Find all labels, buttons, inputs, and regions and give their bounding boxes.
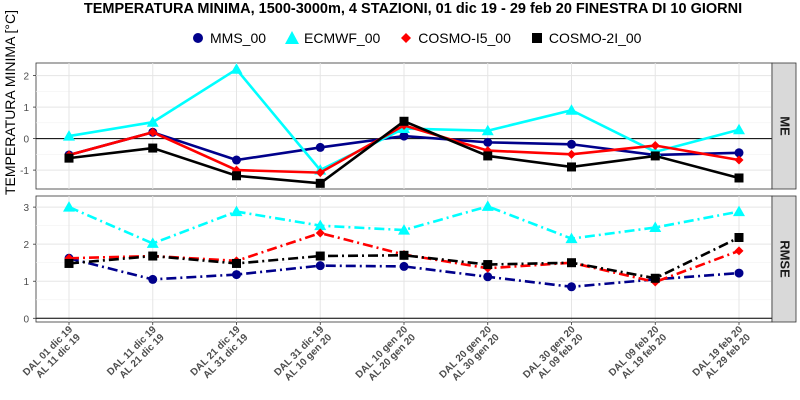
data-point-cosmo-2i_00 xyxy=(315,251,325,261)
data-point-ecmwf_00 xyxy=(314,219,327,231)
legend-label: COSMO-I5_00 xyxy=(418,30,511,46)
x-tick-label: DAL 30 gen 20AL 09 feb 20 xyxy=(521,324,585,388)
data-point-mms_00 xyxy=(567,139,576,149)
triangle-marker-icon xyxy=(285,31,300,44)
data-point-ecmwf_00 xyxy=(481,200,494,211)
facet-label: RMSE xyxy=(778,240,793,278)
y-tick-label: 3 xyxy=(23,203,29,214)
data-point-cosmo-2i_00 xyxy=(650,151,660,161)
data-point-mms_00 xyxy=(734,148,744,158)
x-tick-label: DAL 01 dic 19AL 11 dic 19 xyxy=(21,324,83,386)
data-point-mms_00 xyxy=(399,131,409,141)
data-point-cosmo-2i_00 xyxy=(148,143,158,153)
chart-title: TEMPERATURA MINIMA, 1500-3000m, 4 STAZIO… xyxy=(83,1,743,17)
data-point-mms_00 xyxy=(483,137,493,147)
x-tick-label: DAL 20 gen 20AL 30 gen 20 xyxy=(437,324,501,388)
data-point-ecmwf_00 xyxy=(63,130,75,141)
data-point-mms_00 xyxy=(232,155,241,165)
data-point-ecmwf_00 xyxy=(146,116,159,127)
legend-item-mms: MMS_00 xyxy=(190,30,266,46)
square-marker-icon xyxy=(531,33,542,43)
data-point-cosmo-i5_00 xyxy=(315,168,325,178)
data-point-cosmo-2i_00 xyxy=(567,258,576,268)
y-tick-label: 0 xyxy=(23,314,29,325)
y-tick-label: 1 xyxy=(23,277,29,288)
data-point-ecmwf_00 xyxy=(733,205,745,217)
y-tick-label: 2 xyxy=(23,72,29,83)
diamond-marker-icon xyxy=(401,33,412,43)
data-point-cosmo-2i_00 xyxy=(483,151,493,161)
data-point-cosmo-i5_00 xyxy=(315,228,325,238)
legend-item-cosmo-2i: COSMO-2I_00 xyxy=(529,30,642,46)
data-point-ecmwf_00 xyxy=(230,205,243,217)
data-point-ecmwf_00 xyxy=(649,221,662,232)
data-point-cosmo-2i_00 xyxy=(64,258,74,268)
facet-strip xyxy=(771,62,797,190)
data-point-mms_00 xyxy=(734,268,744,278)
legend-label: MMS_00 xyxy=(210,30,267,46)
circle-marker-icon xyxy=(193,33,203,43)
data-point-cosmo-i5_00 xyxy=(734,246,744,256)
data-point-cosmo-2i_00 xyxy=(148,251,158,261)
data-point-ecmwf_00 xyxy=(733,123,745,135)
x-tick-label: DAL 10 gen 20AL 20 gen 20 xyxy=(354,324,418,388)
legend-item-ecmwf: ECMWF_00 xyxy=(284,30,380,46)
data-point-ecmwf_00 xyxy=(481,124,494,136)
legend-item-cosmo-i5: COSMO-I5_00 xyxy=(398,30,511,46)
y-tick-label: 1 xyxy=(23,103,29,114)
data-point-cosmo-2i_00 xyxy=(734,173,744,183)
legend-label: ECMWF_00 xyxy=(304,30,381,46)
data-point-ecmwf_00 xyxy=(146,237,159,248)
data-point-mms_00 xyxy=(399,261,409,271)
data-point-cosmo-i5_00 xyxy=(148,127,158,137)
data-point-cosmo-2i_00 xyxy=(232,171,241,181)
facet-strip xyxy=(771,195,797,323)
data-point-ecmwf_00 xyxy=(565,104,578,115)
x-tick-label: DAL 09 feb 20AL 19 feb 20 xyxy=(607,324,670,387)
data-point-cosmo-2i_00 xyxy=(315,178,325,188)
y-tick-label: 0 xyxy=(23,135,29,146)
data-point-cosmo-2i_00 xyxy=(232,258,241,268)
data-point-cosmo-2i_00 xyxy=(567,162,576,172)
data-point-cosmo-2i_00 xyxy=(399,250,409,260)
data-point-cosmo-2i_00 xyxy=(734,233,744,243)
data-point-ecmwf_00 xyxy=(63,201,75,212)
legend-label: COSMO-2I_00 xyxy=(548,30,642,46)
data-point-ecmwf_00 xyxy=(565,232,578,244)
legend: MMS_00 ECMWF_00 COSMO-I5_00 COSMO-2I_00 xyxy=(190,30,659,46)
y-tick-label: -1 xyxy=(20,166,29,177)
data-point-mms_00 xyxy=(232,270,241,280)
data-point-ecmwf_00 xyxy=(398,224,410,235)
data-point-mms_00 xyxy=(148,274,158,284)
data-point-mms_00 xyxy=(315,142,325,152)
series-line-mms_00 xyxy=(68,256,740,289)
data-point-mms_00 xyxy=(315,261,325,271)
y-tick-label: 2 xyxy=(23,240,29,251)
facet-label: ME xyxy=(778,116,793,136)
x-tick-label: DAL 31 dic 19AL 10 gen 20 xyxy=(272,324,334,386)
data-point-cosmo-2i_00 xyxy=(483,260,493,270)
x-tick-label: DAL 19 feb 20AL 29 feb 20 xyxy=(691,324,754,387)
data-point-cosmo-i5_00 xyxy=(734,155,744,165)
data-point-cosmo-2i_00 xyxy=(399,116,409,126)
data-point-cosmo-i5_00 xyxy=(650,141,660,151)
x-tick-label: DAL 21 dic 19AL 31 dic 19 xyxy=(189,324,251,386)
data-point-cosmo-2i_00 xyxy=(64,153,74,163)
data-point-mms_00 xyxy=(483,272,493,282)
x-tick-label: DAL 11 dic 19AL 21 dic 19 xyxy=(105,324,167,386)
data-point-cosmo-2i_00 xyxy=(650,273,660,283)
data-point-ecmwf_00 xyxy=(230,63,243,74)
data-point-mms_00 xyxy=(567,282,576,292)
data-point-cosmo-i5_00 xyxy=(567,149,576,159)
